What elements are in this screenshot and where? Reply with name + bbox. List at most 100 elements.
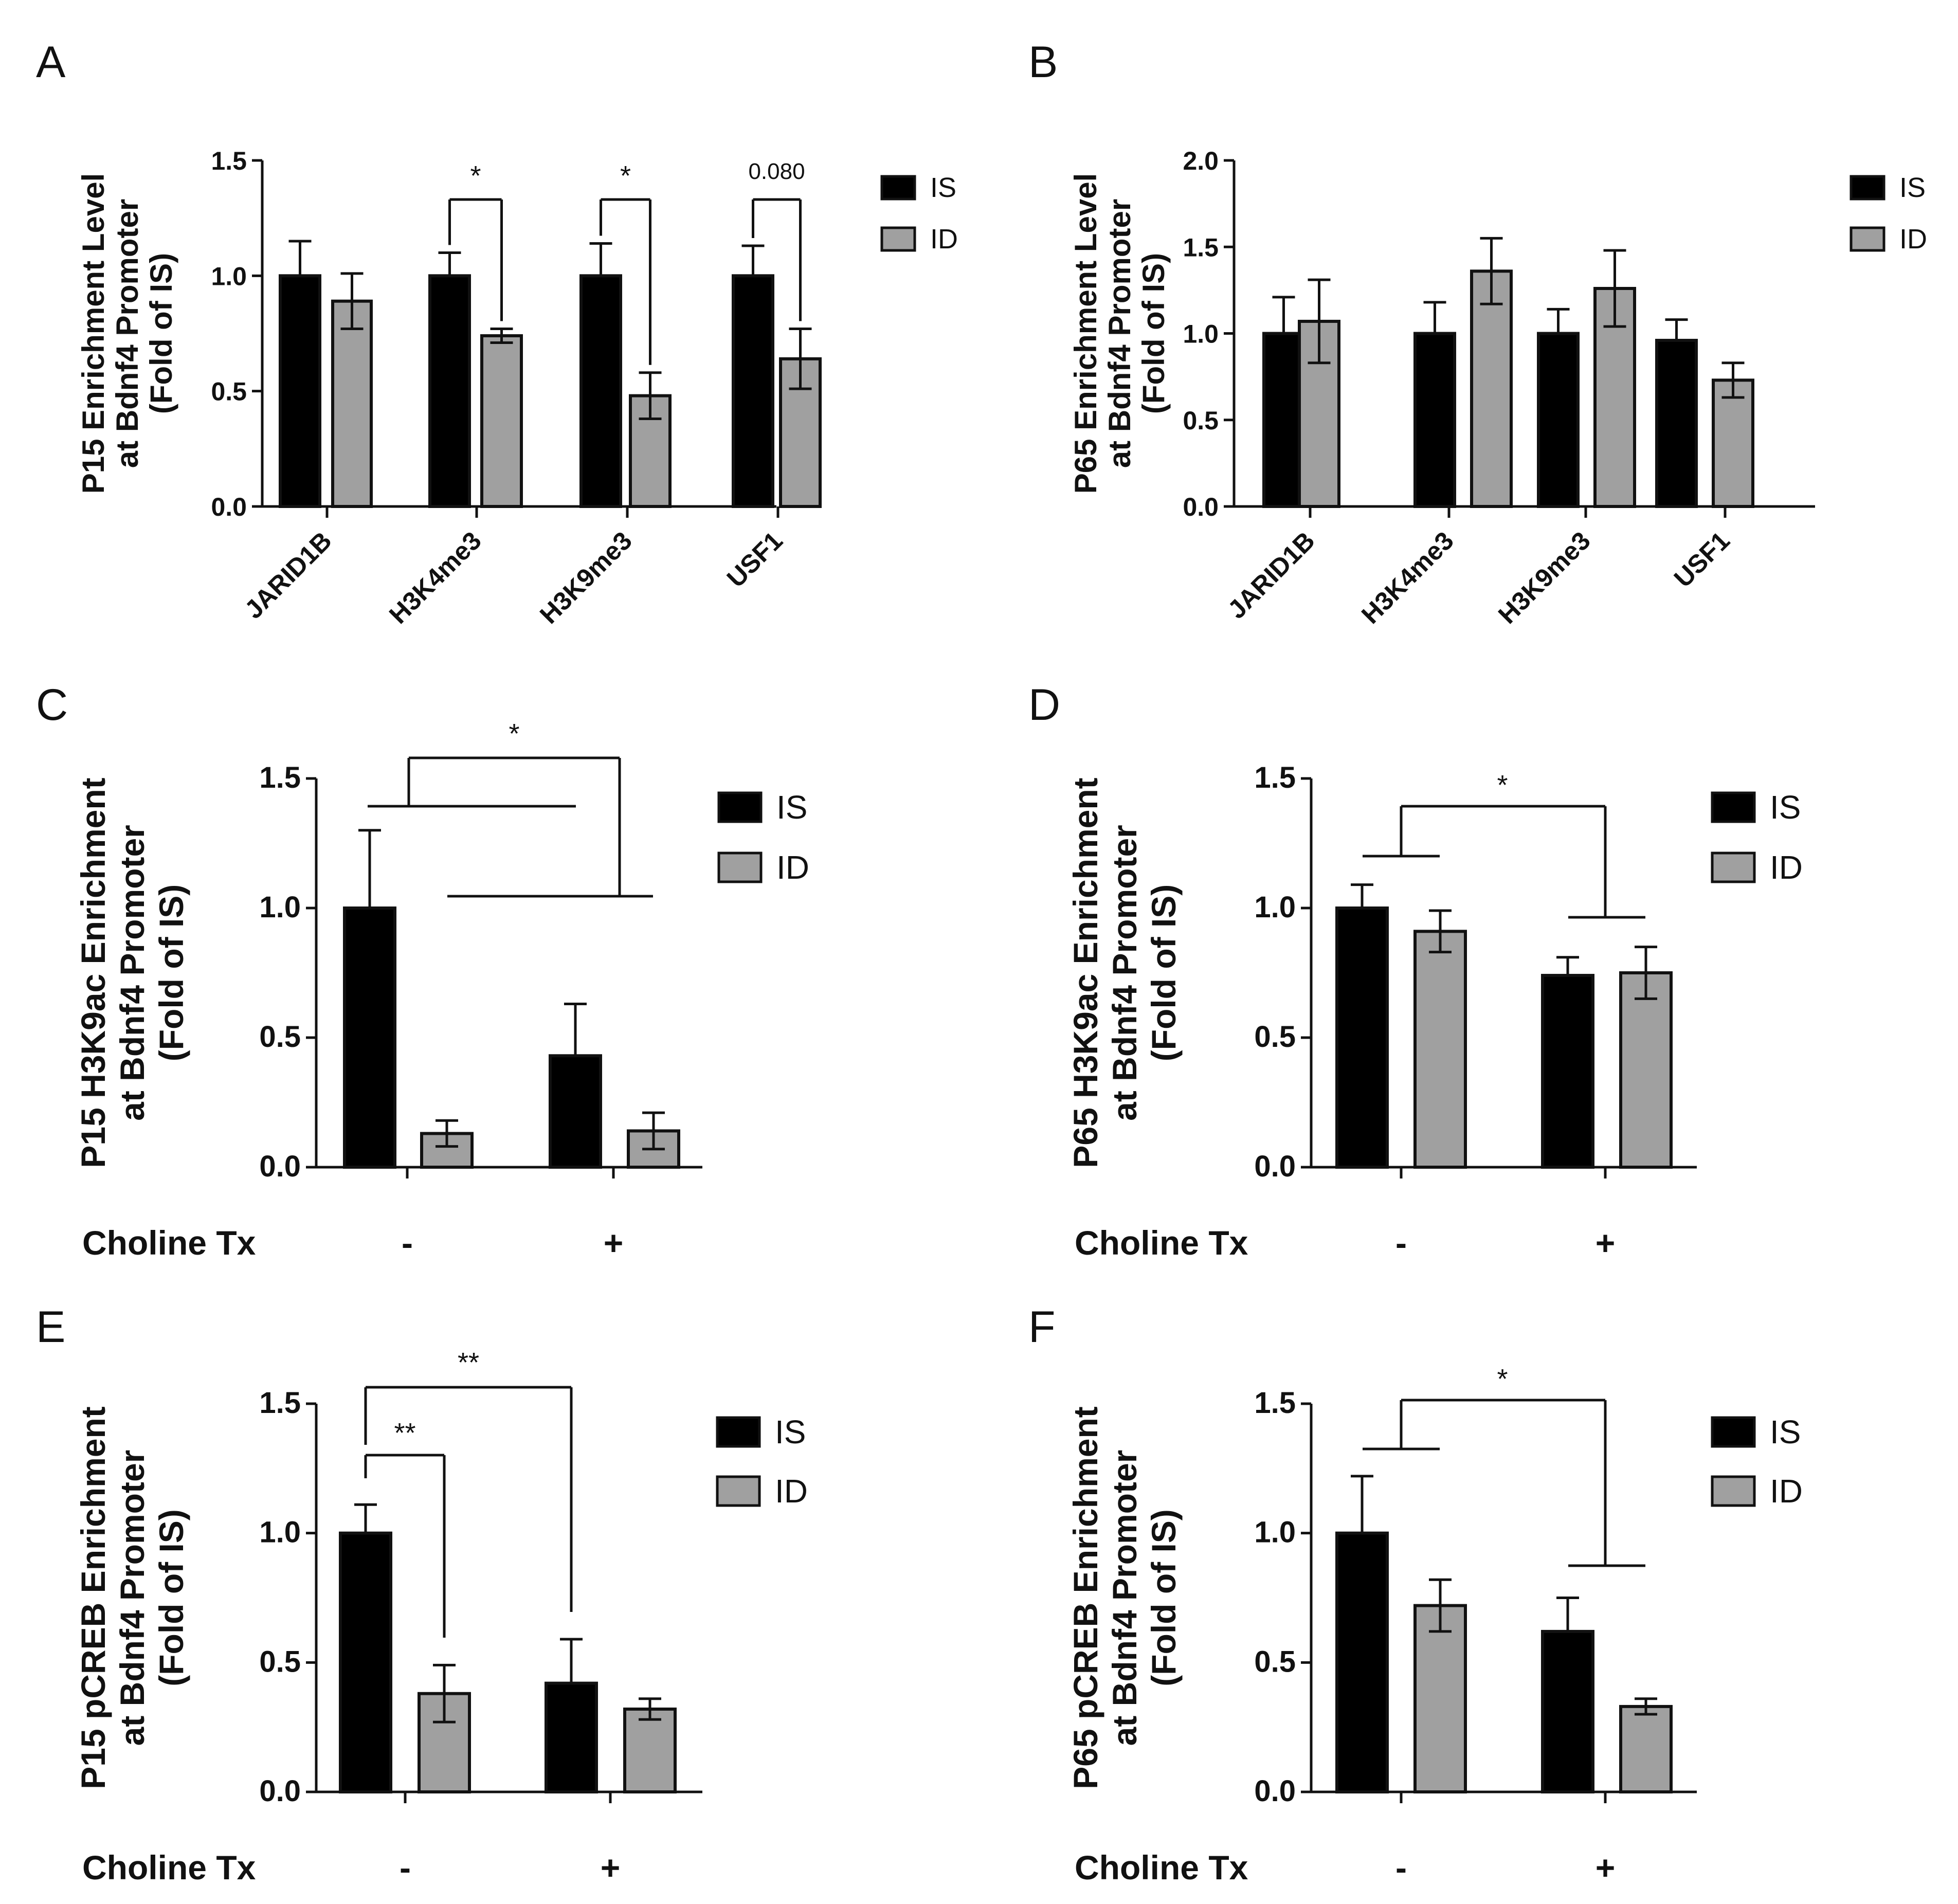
x-category-label: USF1 [1669, 526, 1735, 593]
bar-id-1 [623, 1707, 677, 1794]
legend-is-swatch [880, 175, 916, 201]
bar-is-0 [343, 906, 396, 1169]
y-axis-label-line: P65 Enrichment Level [1068, 173, 1103, 494]
panel-D: D 0.0 0.5 1.0 1.5 P65 H3K9ac Enrichment at Bdn… [1028, 680, 1803, 1262]
legend-is-swatch [716, 1416, 761, 1448]
legend-id-swatch [1711, 1475, 1756, 1507]
significance-label: ** [394, 1418, 415, 1448]
legend-id-label: ID [776, 849, 809, 886]
legend-is-label: IS [1770, 789, 1801, 826]
y-axis-label: P15 pCREB Enrichment at Bdnf4 Promoter (Fo… [74, 1406, 190, 1789]
bar-id-1 [480, 334, 523, 509]
legend-id-swatch [717, 851, 763, 883]
y-tick-label: 0.5 [1254, 1645, 1296, 1678]
panel-E: E 0.0 0.5 1.0 1.5 P15 pCREB Enrichment at Bdnf… [36, 1302, 808, 1887]
legend-id-label: ID [775, 1473, 808, 1510]
choline-group-label: + [1596, 1848, 1616, 1887]
x-category-label: H3K4me3 [1356, 526, 1459, 629]
bar-id-0 [331, 299, 373, 508]
x-category-label: JARID1B [1222, 526, 1320, 624]
significance-label: 0.080 [748, 159, 805, 184]
x-category-label: JARID1B [239, 526, 337, 624]
y-tick-label: 1.5 [259, 1386, 301, 1420]
bar-is-0 [339, 1531, 392, 1794]
panel-label: E [36, 1302, 65, 1352]
bar-is-1 [549, 1054, 602, 1169]
choline-tx-label: Choline Tx [82, 1224, 256, 1262]
bar-is-0 [279, 274, 321, 508]
legend-id-swatch [880, 226, 916, 252]
y-tick-label: 0.0 [211, 493, 247, 521]
y-axis-label: P65 pCREB Enrichment at Bdnf4 Promoter (Fo… [1066, 1406, 1183, 1789]
x-category-label: H3K9me3 [534, 526, 638, 629]
choline-tx-label: Choline Tx [1075, 1224, 1248, 1262]
panel-label: A [36, 38, 66, 87]
y-axis-label: P15 H3K9ac Enrichment at Bdnf4 Promoter (F… [74, 777, 190, 1168]
choline-tx-label: Choline Tx [1075, 1848, 1248, 1887]
legend-is-label: IS [775, 1413, 806, 1450]
legend-is-label: IS [1770, 1413, 1801, 1450]
y-tick-label: 0.0 [259, 1774, 301, 1808]
y-axis-label-line: at Bdnf4 Promoter [1105, 825, 1144, 1121]
y-axis-label-line: (Fold of IS) [152, 1509, 190, 1687]
y-tick-label: 0.0 [1183, 493, 1219, 521]
legend-is-swatch [717, 791, 763, 823]
y-axis-label-line: P65 H3K9ac Enrichment [1066, 777, 1104, 1168]
choline-group-label: - [1395, 1224, 1407, 1262]
bar-is-3 [732, 274, 774, 508]
y-axis-label-line: at Bdnf4 Promoter [1102, 199, 1137, 468]
y-axis-label-line: (Fold of IS) [1145, 1509, 1183, 1687]
choline-group-label: - [1395, 1848, 1407, 1887]
bar-id-1 [1619, 1704, 1673, 1793]
y-tick-label: 0.0 [1254, 1150, 1296, 1183]
panel-F: F 0.0 0.5 1.0 1.5 P65 pCREB Enrichment at Bdnf… [1028, 1302, 1803, 1887]
legend-is-label: IS [1899, 172, 1926, 203]
y-tick-label: 1.0 [1183, 320, 1219, 349]
legend-is-label: IS [776, 789, 807, 826]
y-tick-label: 1.5 [259, 761, 301, 794]
x-category-label: H3K4me3 [384, 526, 487, 629]
y-tick-label: 1.5 [211, 147, 247, 175]
significance-label: * [1497, 770, 1508, 801]
bar-is-1 [1413, 332, 1456, 508]
choline-group-label: + [1596, 1224, 1616, 1262]
panel-label: F [1028, 1302, 1056, 1352]
legend-is-swatch [1711, 791, 1756, 823]
bar-is-1 [545, 1681, 598, 1794]
bar-id-0 [1413, 930, 1467, 1169]
panel-label: C [36, 680, 68, 730]
y-axis-label-line: P15 Enrichment Level [76, 173, 111, 494]
legend-id-label: ID [930, 224, 958, 255]
bar-is-3 [1655, 338, 1698, 509]
legend-id-swatch [1850, 226, 1886, 252]
significance-label: * [1497, 1364, 1508, 1394]
legend-id-label: ID [1770, 849, 1803, 886]
legend-id-swatch [716, 1475, 761, 1507]
bar-is-2 [1537, 332, 1580, 508]
significance-label: ** [458, 1347, 479, 1378]
legend-is-swatch [1850, 175, 1886, 201]
panel-label: B [1028, 38, 1058, 87]
bar-is-2 [579, 274, 622, 508]
y-tick-label: 0.5 [259, 1645, 301, 1678]
y-tick-label: 1.5 [1183, 233, 1219, 262]
bar-is-0 [1335, 1531, 1389, 1794]
x-category-label: H3K9me3 [1493, 526, 1596, 629]
y-tick-label: 0.5 [259, 1020, 301, 1054]
significance-label: * [620, 160, 631, 191]
legend-is-swatch [1711, 1416, 1756, 1448]
legend-id-swatch [1711, 851, 1756, 883]
bar-is-0 [1262, 332, 1305, 508]
choline-group-label: + [601, 1848, 621, 1887]
x-category-label: USF1 [721, 526, 788, 593]
choline-tx-label: Choline Tx [82, 1848, 256, 1887]
y-tick-label: 1.0 [259, 891, 301, 924]
significance-label: * [509, 718, 519, 749]
legend-id-label: ID [1770, 1473, 1803, 1510]
panel-B: B 0.0 0.5 1.0 1.5 2.0 P65 Enrichment Level at B… [1028, 38, 1927, 629]
y-axis-label-line: (Fold of IS) [144, 253, 178, 414]
panel-label: D [1028, 680, 1060, 730]
y-axis-label: P65 Enrichment Level at Bdnf4 Promoter (Fo… [1068, 173, 1171, 494]
significance-label: * [470, 160, 481, 191]
